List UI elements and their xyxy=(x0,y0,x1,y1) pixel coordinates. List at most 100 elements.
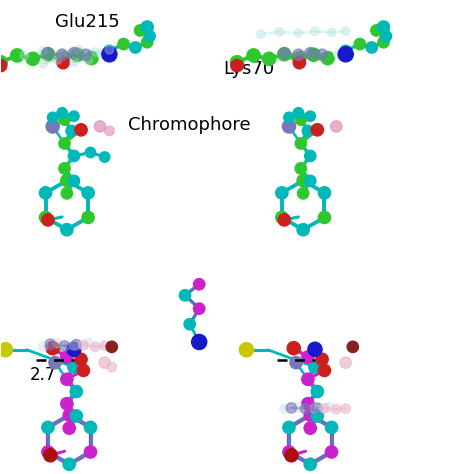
Circle shape xyxy=(311,124,323,136)
Circle shape xyxy=(295,138,307,149)
Circle shape xyxy=(70,410,82,422)
Circle shape xyxy=(193,279,205,290)
Circle shape xyxy=(75,353,87,365)
Circle shape xyxy=(42,446,54,458)
Circle shape xyxy=(231,60,243,72)
Circle shape xyxy=(293,49,304,60)
Circle shape xyxy=(302,125,314,137)
Circle shape xyxy=(380,30,392,42)
Circle shape xyxy=(71,339,82,350)
Circle shape xyxy=(0,60,7,72)
Circle shape xyxy=(59,341,70,351)
Circle shape xyxy=(275,27,284,36)
Circle shape xyxy=(142,36,153,48)
Circle shape xyxy=(105,46,114,54)
Circle shape xyxy=(302,351,314,363)
Circle shape xyxy=(316,353,328,365)
Circle shape xyxy=(83,338,93,348)
Circle shape xyxy=(68,47,80,59)
Circle shape xyxy=(104,45,115,56)
Circle shape xyxy=(340,45,351,56)
Circle shape xyxy=(56,52,70,65)
Circle shape xyxy=(311,27,319,36)
Circle shape xyxy=(287,342,301,355)
Circle shape xyxy=(371,25,382,36)
Circle shape xyxy=(105,53,114,62)
Circle shape xyxy=(74,46,83,54)
Circle shape xyxy=(130,42,141,53)
Circle shape xyxy=(304,422,317,434)
Circle shape xyxy=(305,175,316,187)
Circle shape xyxy=(298,188,309,199)
Circle shape xyxy=(68,150,80,162)
Circle shape xyxy=(53,338,62,348)
Circle shape xyxy=(193,303,205,314)
Circle shape xyxy=(100,341,109,350)
Circle shape xyxy=(302,373,314,385)
Circle shape xyxy=(63,458,75,470)
Circle shape xyxy=(59,138,70,149)
Circle shape xyxy=(325,421,337,434)
Circle shape xyxy=(39,46,47,55)
Circle shape xyxy=(91,48,100,56)
Circle shape xyxy=(297,224,310,236)
Circle shape xyxy=(85,147,96,158)
Circle shape xyxy=(319,404,329,413)
Circle shape xyxy=(100,152,110,162)
Circle shape xyxy=(99,357,110,368)
Circle shape xyxy=(308,342,322,356)
Circle shape xyxy=(247,49,260,62)
Circle shape xyxy=(294,402,303,412)
Circle shape xyxy=(84,421,97,434)
Circle shape xyxy=(46,342,59,355)
Circle shape xyxy=(57,56,69,69)
Circle shape xyxy=(341,27,350,36)
Circle shape xyxy=(56,49,68,60)
Circle shape xyxy=(42,214,54,226)
Circle shape xyxy=(302,398,314,410)
Circle shape xyxy=(57,108,67,118)
Circle shape xyxy=(47,112,58,123)
Circle shape xyxy=(68,175,80,187)
Circle shape xyxy=(279,47,290,59)
Circle shape xyxy=(91,342,100,352)
Circle shape xyxy=(94,121,106,132)
Circle shape xyxy=(58,49,66,57)
Circle shape xyxy=(285,448,298,462)
Circle shape xyxy=(135,25,146,36)
Circle shape xyxy=(325,446,337,458)
Circle shape xyxy=(295,114,307,125)
Circle shape xyxy=(191,334,207,349)
Circle shape xyxy=(263,52,276,65)
Circle shape xyxy=(319,187,330,199)
Circle shape xyxy=(70,57,78,66)
Circle shape xyxy=(305,47,316,59)
Circle shape xyxy=(324,402,334,412)
Circle shape xyxy=(293,108,304,118)
Circle shape xyxy=(61,174,73,187)
Circle shape xyxy=(85,52,98,65)
Circle shape xyxy=(45,339,55,349)
Circle shape xyxy=(80,49,91,60)
Circle shape xyxy=(354,38,365,50)
Circle shape xyxy=(59,163,70,174)
Circle shape xyxy=(276,211,288,224)
Circle shape xyxy=(321,52,334,65)
Circle shape xyxy=(82,211,94,224)
Circle shape xyxy=(311,410,323,422)
Circle shape xyxy=(67,342,81,356)
Text: Lys70: Lys70 xyxy=(223,60,274,78)
Circle shape xyxy=(305,111,316,121)
Circle shape xyxy=(71,48,84,61)
Circle shape xyxy=(286,403,297,413)
Circle shape xyxy=(38,342,48,351)
Circle shape xyxy=(0,55,7,69)
Circle shape xyxy=(61,351,73,363)
Circle shape xyxy=(297,174,310,187)
Circle shape xyxy=(144,30,155,42)
Circle shape xyxy=(0,343,12,357)
Circle shape xyxy=(276,187,288,199)
Circle shape xyxy=(347,341,358,353)
Circle shape xyxy=(330,121,342,132)
Circle shape xyxy=(69,111,79,121)
